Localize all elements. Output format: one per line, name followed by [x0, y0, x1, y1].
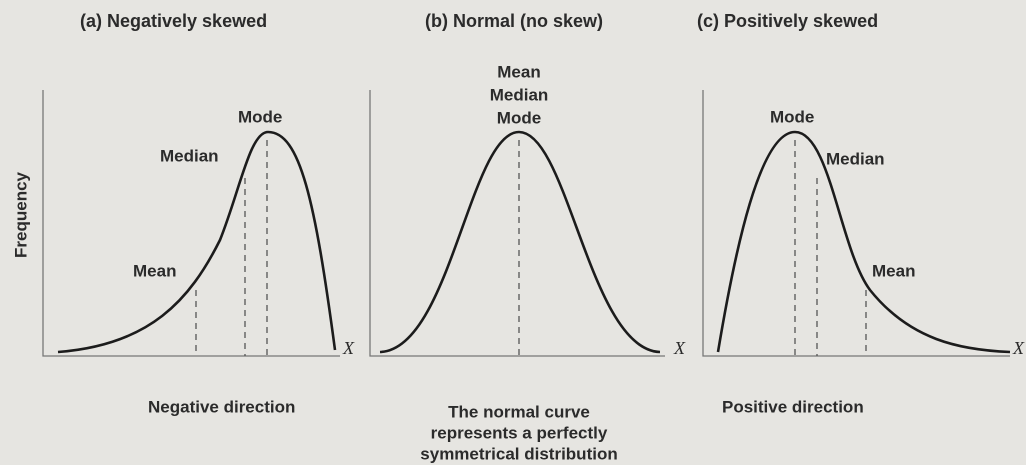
- caption: symmetrical distribution: [420, 444, 617, 463]
- axis: [369, 90, 665, 357]
- mode-label: Mode: [770, 107, 814, 126]
- caption: Negative direction: [148, 397, 295, 416]
- caption: represents a perfectly: [431, 423, 608, 442]
- mean-label: Mean: [872, 261, 915, 280]
- x-axis-label: X: [342, 338, 355, 358]
- median-label: Median: [160, 146, 219, 165]
- caption: The normal curve: [448, 402, 590, 421]
- curve: [57, 130, 337, 354]
- panel-title: (a) Negatively skewed: [80, 11, 267, 31]
- curve: [716, 130, 1011, 354]
- mean-label: Mean: [497, 62, 540, 81]
- mode-label: Mode: [238, 107, 282, 126]
- caption: Positive direction: [722, 397, 864, 416]
- x-axis-label: X: [673, 338, 686, 358]
- mode-label: Mode: [497, 108, 541, 127]
- curve: [379, 130, 661, 354]
- mean-label: Mean: [133, 261, 176, 280]
- axis: [702, 90, 1010, 357]
- y-axis-label: Frequency: [11, 171, 30, 258]
- x-axis-label: X: [1012, 338, 1025, 358]
- median-label: Median: [826, 149, 885, 168]
- median-label: Median: [490, 85, 549, 104]
- panel-title: (c) Positively skewed: [697, 11, 878, 31]
- panel-title: (b) Normal (no skew): [425, 11, 603, 31]
- axis: [42, 90, 340, 357]
